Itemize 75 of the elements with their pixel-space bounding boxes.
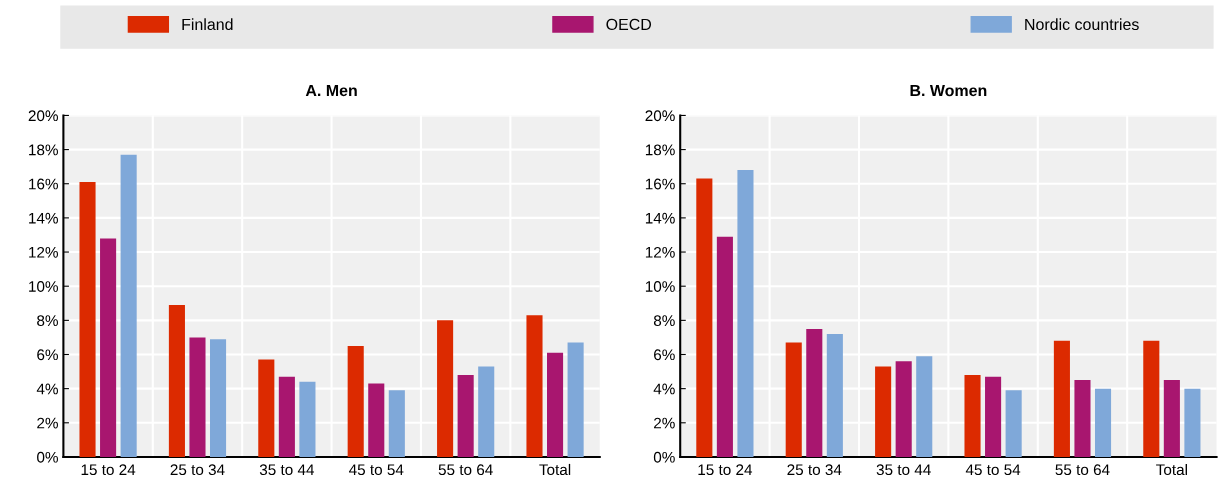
bar — [1094, 388, 1112, 457]
bar — [189, 337, 206, 457]
y-tick-label: 16% — [29, 178, 58, 190]
y-tick-label: 4% — [36, 383, 58, 395]
bar — [388, 390, 405, 457]
x-tick-label: Total — [1156, 463, 1187, 476]
y-tick-label: 10% — [645, 281, 675, 292]
chart-title: B. Women — [910, 85, 987, 97]
y-tick-label: 6% — [37, 349, 58, 361]
y-tick-label: 8% — [653, 315, 675, 327]
y-tick-label: 2% — [654, 417, 675, 429]
bar — [526, 315, 543, 457]
bar — [716, 236, 733, 457]
bar — [737, 170, 754, 457]
legend-label: Finland — [182, 18, 233, 31]
y-tick-label: 10% — [29, 281, 58, 292]
y-tick-label: 8% — [37, 315, 58, 327]
y-tick-label: 4% — [653, 383, 675, 395]
bar — [1184, 388, 1201, 457]
x-tick-label: 35 to 44 — [259, 464, 315, 476]
legend-label: Nordic countries — [1025, 18, 1139, 31]
bar — [875, 366, 892, 457]
bar — [299, 381, 316, 457]
chart-title: A. Men — [305, 85, 357, 97]
bar — [258, 359, 275, 457]
bar — [368, 383, 385, 457]
x-tick-label: 45 to 54 — [349, 464, 404, 476]
bar — [478, 366, 495, 457]
bar — [895, 361, 912, 457]
bar — [457, 374, 474, 457]
bar — [696, 178, 713, 457]
bar — [567, 342, 584, 457]
bar — [209, 339, 227, 457]
x-tick-label: 15 to 24 — [81, 464, 136, 476]
bar — [1005, 390, 1022, 457]
bar — [1074, 380, 1091, 457]
bar — [100, 238, 117, 457]
y-tick-label: 18% — [645, 144, 675, 156]
y-tick-label: 14% — [29, 212, 58, 224]
bar — [437, 320, 454, 457]
y-tick-label: 6% — [654, 349, 675, 361]
bar — [120, 154, 137, 457]
y-tick-label: 18% — [29, 144, 58, 156]
y-tick-label: 12% — [645, 246, 675, 258]
bar — [916, 356, 933, 457]
bar — [168, 304, 185, 457]
x-tick-label: 55 to 64 — [438, 464, 493, 476]
y-tick-label: 16% — [645, 178, 675, 190]
y-tick-label: 14% — [645, 212, 675, 224]
bar — [806, 328, 823, 457]
bar — [347, 345, 364, 457]
bar — [1163, 380, 1180, 457]
bar — [79, 182, 96, 457]
legend-label: OECD — [606, 18, 652, 31]
bar — [278, 376, 295, 457]
y-tick-label: 0% — [37, 451, 58, 463]
x-tick-label: 15 to 24 — [698, 464, 753, 476]
x-tick-label: Total — [539, 463, 571, 476]
x-tick-label: 35 to 44 — [876, 464, 931, 476]
bar — [547, 352, 564, 457]
y-tick-label: 20% — [28, 110, 58, 122]
bar — [1143, 340, 1160, 457]
y-tick-label: 12% — [29, 246, 58, 258]
bar — [1053, 340, 1070, 457]
x-tick-label: 55 to 64 — [1055, 464, 1110, 476]
y-tick-label: 0% — [653, 451, 675, 463]
y-tick-label: 20% — [645, 110, 675, 122]
bar — [985, 376, 1002, 457]
x-tick-label: 25 to 34 — [170, 464, 225, 476]
x-tick-label: 25 to 34 — [787, 464, 842, 476]
y-tick-label: 2% — [37, 417, 58, 429]
x-tick-label: 45 to 54 — [965, 464, 1021, 476]
bar — [964, 374, 981, 457]
bar — [785, 342, 802, 457]
bar — [826, 334, 843, 457]
